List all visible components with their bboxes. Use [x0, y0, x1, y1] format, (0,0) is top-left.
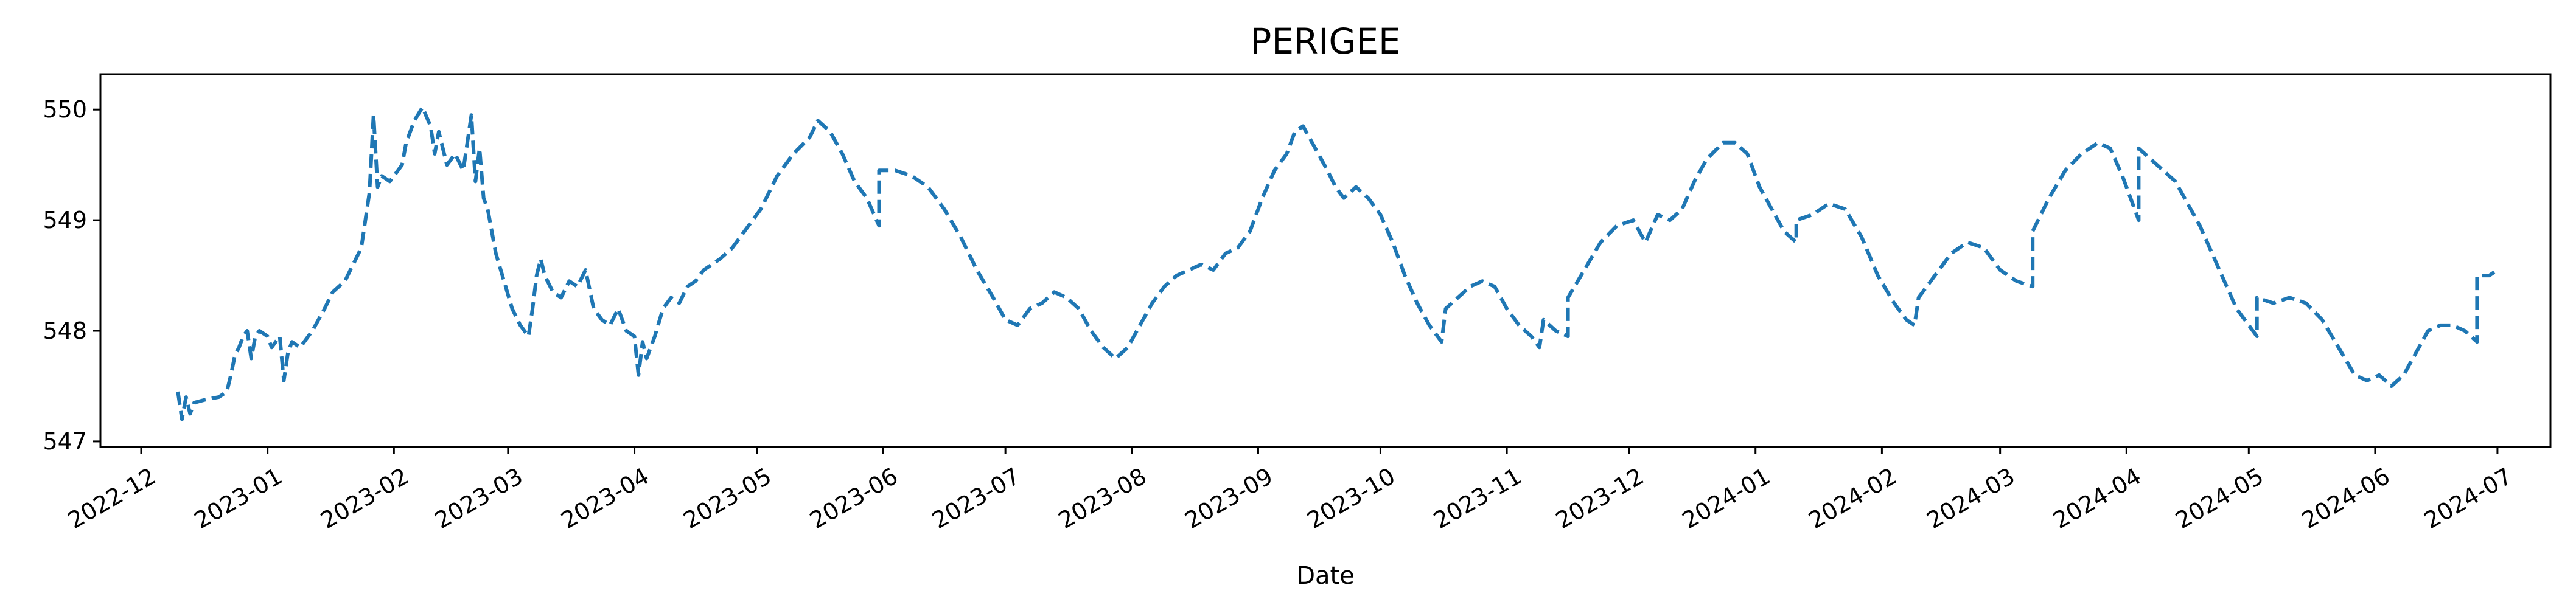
chart-title: PERIGEE	[1250, 21, 1400, 62]
y-axis-ticks: 547 548 549 550	[43, 96, 100, 455]
y-tick-label: 550	[43, 96, 87, 123]
plot-frame	[99, 73, 2552, 448]
y-tick-label: 547	[43, 428, 87, 455]
x-axis-label: Date	[1296, 562, 1355, 590]
y-tick-label: 549	[43, 207, 87, 234]
y-tick-label: 548	[43, 317, 87, 344]
